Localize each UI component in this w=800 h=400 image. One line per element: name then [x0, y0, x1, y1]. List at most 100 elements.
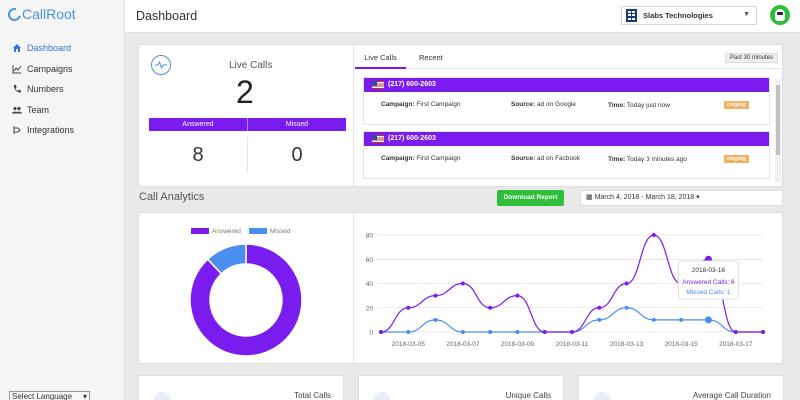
y-tick-label: 80: [366, 233, 374, 240]
language-select[interactable]: Select Language ▾: [9, 391, 90, 400]
avg-duration-label: Average Call Duration: [692, 391, 771, 400]
app-logo[interactable]: CallRoot: [5, 5, 76, 23]
period-badge: Past 30 minutes: [724, 53, 778, 63]
tooltip-date: 2018-03-16: [692, 267, 726, 274]
data-point-missed: [460, 330, 465, 334]
call-header: (217) 600-2603: [364, 78, 769, 92]
list-item[interactable]: (217) 600-2603 Campaign: First Campaign …: [363, 77, 770, 125]
company-select[interactable]: Slabs Technologies ▼: [621, 6, 757, 25]
language-select-label: Select Language: [12, 392, 73, 400]
live-calls-count: 2: [236, 74, 254, 110]
x-tick-label: 2018-03-09: [501, 341, 535, 348]
logo-icon: [5, 5, 24, 23]
legend-item-missed[interactable]: Missed: [248, 228, 291, 235]
data-point-missed: [515, 330, 520, 334]
call-campaign: Campaign: First Campaign: [381, 155, 461, 162]
sidebar-nav: Dashboard Campaigns Numbers Team Integra…: [0, 38, 124, 141]
donut-chart-panel: Answered Missed: [139, 213, 354, 363]
sidebar-item-label: Team: [27, 104, 50, 115]
call-header: (217) 600-2603: [364, 132, 769, 146]
chart-legend: Answered Missed: [191, 228, 291, 235]
answered-missed-header: Answered Missed: [149, 118, 346, 131]
list-item[interactable]: (217) 600-2603 Campaign: First Campaign …: [363, 131, 770, 179]
chevron-down-icon: ▾: [82, 392, 87, 400]
data-point-answered: [406, 305, 411, 310]
avatar[interactable]: [770, 5, 790, 25]
user-icon: [373, 392, 391, 400]
home-icon: [12, 43, 22, 53]
data-point-answered: [460, 281, 465, 286]
data-point-missed: [597, 317, 602, 322]
scrollbar-thumb[interactable]: [776, 85, 780, 155]
analytics-title: Call Analytics: [139, 191, 205, 203]
total-calls-label: Total Calls: [294, 391, 331, 400]
chevron-down-icon: ▼: [743, 11, 750, 18]
x-tick-label: 2018-03-13: [610, 341, 644, 348]
call-details: Campaign: First Campaign Source: ad on G…: [364, 92, 769, 125]
call-details: Campaign: First Campaign Source: ad on F…: [364, 146, 769, 179]
data-point-answered: [651, 233, 656, 238]
chart-icon: [12, 64, 22, 74]
unique-calls-card: Unique Calls: [358, 375, 564, 400]
call-time: Time: Today just now: [608, 102, 670, 109]
data-point-answered: [433, 293, 438, 298]
download-report-button[interactable]: Download Report: [497, 190, 564, 206]
call-phone: (217) 600-2603: [388, 135, 436, 142]
missed-label: Missed: [247, 118, 346, 131]
live-calls-card: Live Calls 2 Answered Missed 8 0 Live Ca…: [138, 44, 783, 187]
live-calls-feed: Live Calls Recent Past 30 minutes (217) …: [355, 45, 782, 186]
answered-count: 8: [192, 144, 204, 166]
date-range-picker[interactable]: ▦ March 4, 2018 - March 18, 2018 ▾: [580, 190, 783, 206]
data-point-answered: [515, 293, 520, 298]
caret-down-icon: ▾: [696, 194, 700, 201]
live-calls-title: Live Calls: [229, 60, 273, 71]
company-name: Slabs Technologies: [643, 11, 713, 20]
x-tick-label: 2018-03-17: [719, 341, 753, 348]
tab-live-calls[interactable]: Live Calls: [355, 53, 406, 69]
live-calls-summary: Live Calls 2 Answered Missed 8 0: [139, 45, 354, 186]
x-tick-label: 2018-03-05: [392, 341, 426, 348]
answered-missed-values: 8 0: [149, 137, 346, 173]
x-tick-label: 2018-03-11: [556, 341, 589, 348]
pulse-icon: [151, 55, 171, 75]
call-source: Source: ad on Google: [511, 101, 577, 108]
data-point-missed: [488, 330, 493, 334]
data-point-missed: [704, 316, 712, 324]
series-line-answered: [380, 234, 763, 333]
chart-tooltip: 2018-03-16 Answered Calls: 6 Missed Calls:…: [677, 260, 739, 300]
phone-icon: [12, 84, 22, 94]
donut-chart: [189, 243, 303, 357]
pie-slice-answered: [189, 243, 303, 357]
team-icon: [12, 105, 22, 115]
sidebar-item-numbers[interactable]: Numbers: [0, 79, 124, 100]
y-tick-label: 20: [366, 305, 374, 312]
sidebar-item-team[interactable]: Team: [0, 100, 124, 121]
sidebar-item-label: Integrations: [27, 125, 75, 136]
call-phone: (217) 600-2603: [388, 81, 436, 88]
unique-calls-label: Unique Calls: [505, 391, 551, 400]
tab-recent[interactable]: Recent: [419, 53, 443, 62]
data-point-answered: [733, 330, 738, 334]
line-chart-panel: 0 20 40 60 80 2018-03-05 2018-03-07 2018-03-09 2…: [355, 213, 782, 363]
sidebar-item-label: Campaigns: [27, 63, 73, 74]
data-point-answered: [624, 281, 629, 286]
sidebar-item-dashboard[interactable]: Dashboard: [0, 38, 124, 59]
total-calls-card: Total Calls: [138, 375, 344, 400]
data-point-answered: [570, 330, 574, 334]
data-point-answered: [488, 305, 493, 310]
scrollbar[interactable]: [775, 79, 781, 182]
x-tick-label: 2018-03-07: [446, 341, 480, 348]
y-tick-label: 40: [366, 281, 374, 288]
sidebar-item-campaigns[interactable]: Campaigns: [0, 59, 124, 80]
data-point-answered: [379, 330, 383, 334]
legend-item-answered[interactable]: Answered: [191, 228, 241, 235]
sidebar-item-integrations[interactable]: Integrations: [0, 120, 124, 141]
topbar: Dashboard Slabs Technologies ▼: [125, 0, 800, 33]
tooltip-box: [677, 260, 739, 300]
y-tick-label: 60: [366, 257, 374, 264]
app-name: CallRoot: [22, 6, 76, 22]
page-title: Dashboard: [136, 9, 198, 23]
pie-slice-missed: [206, 243, 247, 275]
us-flag-icon: [372, 81, 384, 89]
sidebar-item-label: Numbers: [27, 84, 64, 95]
